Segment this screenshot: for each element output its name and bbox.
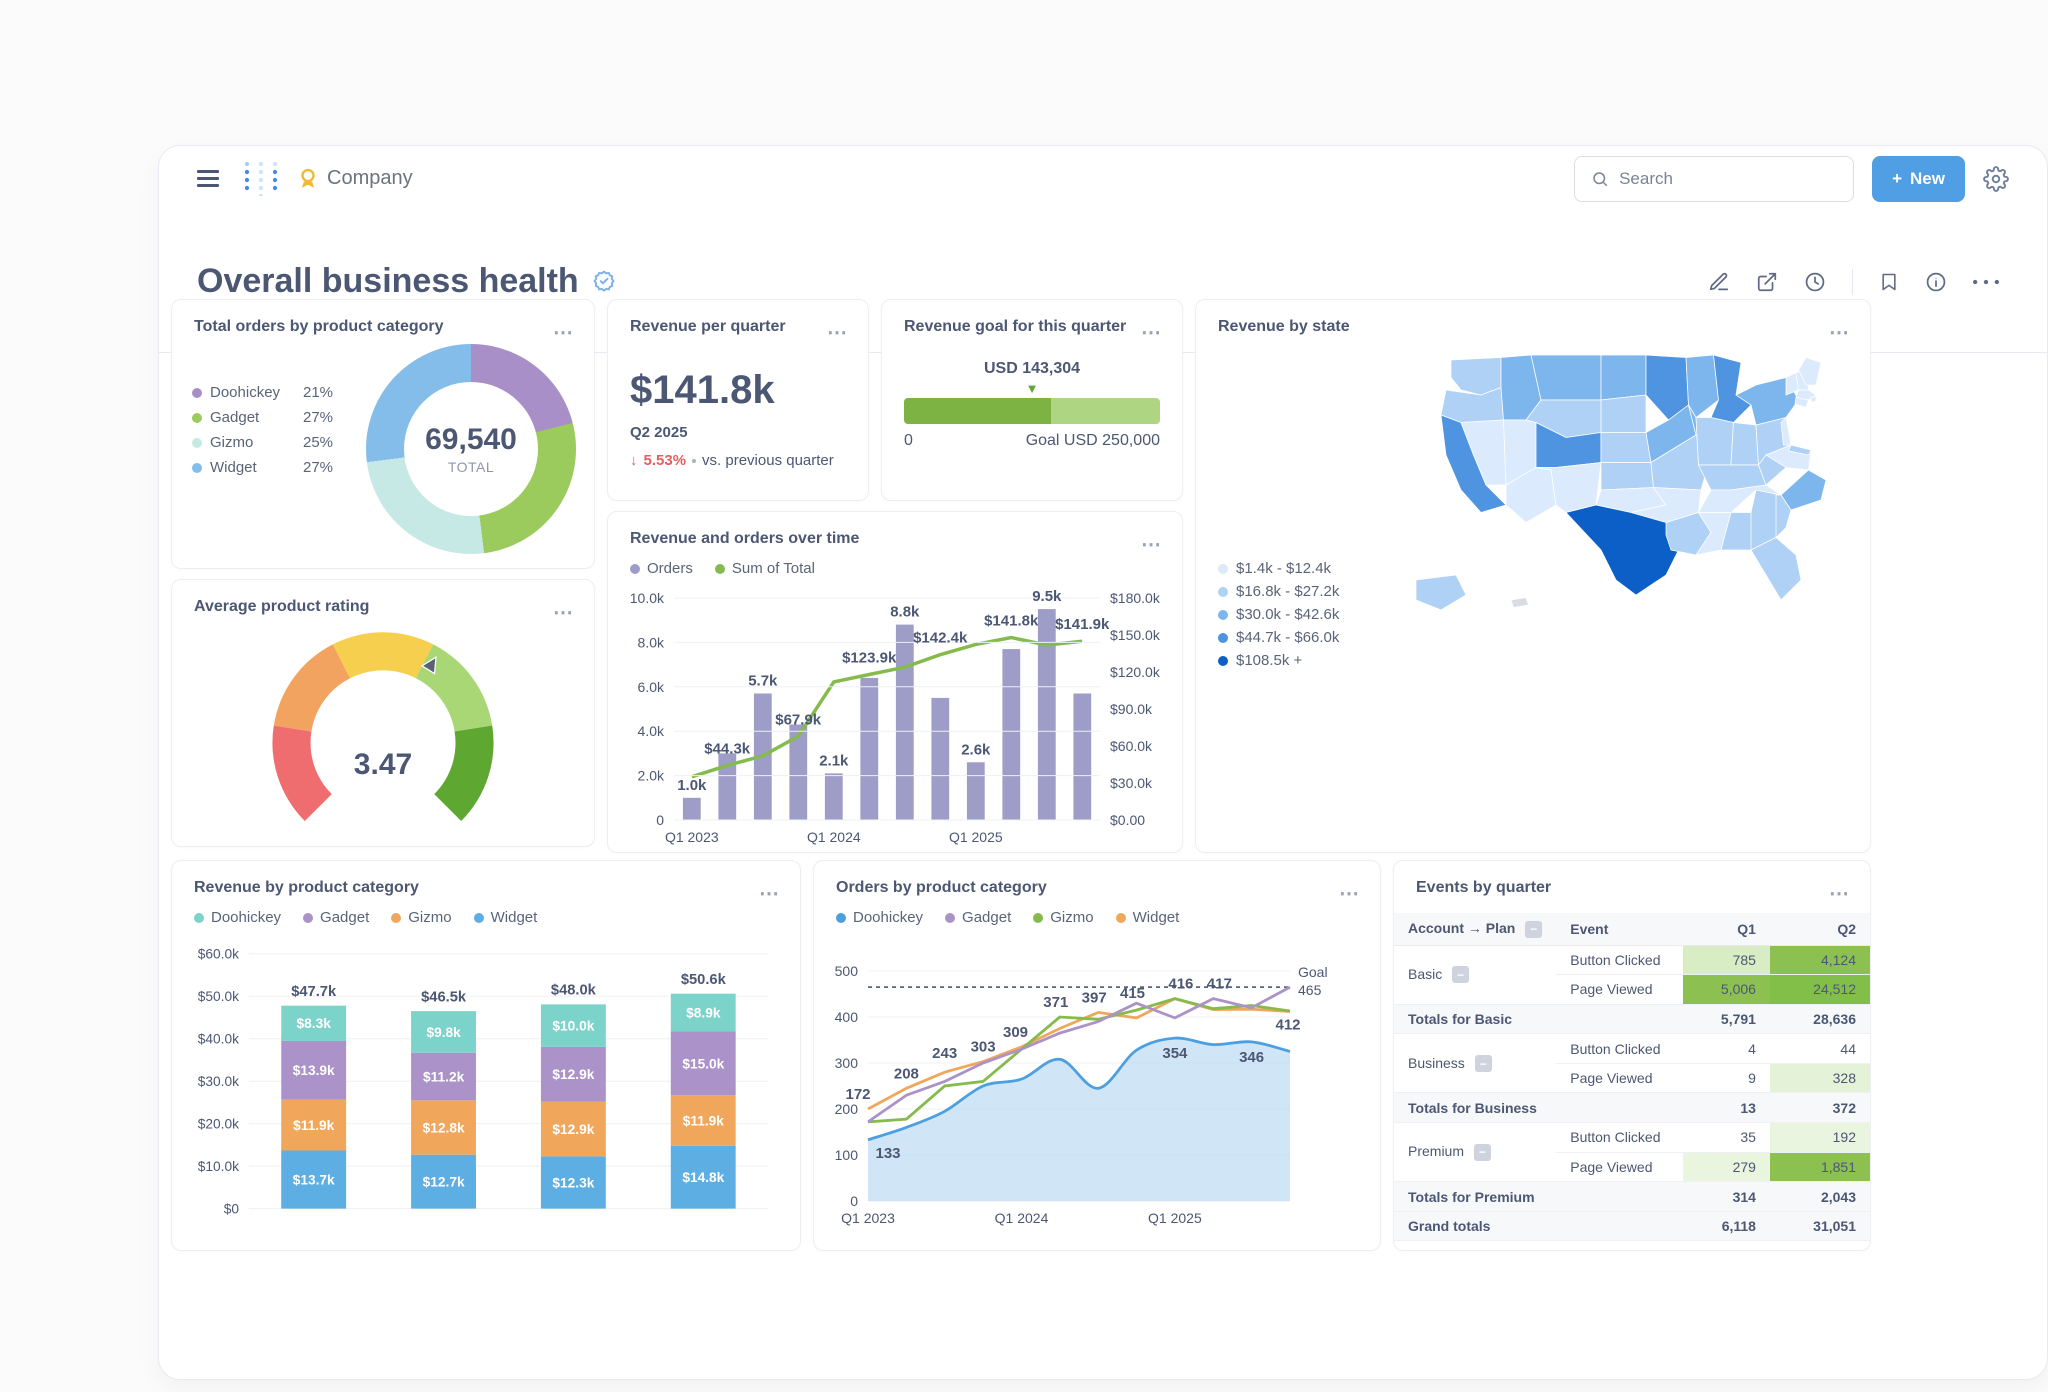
- svg-text:354: 354: [1162, 1045, 1188, 1062]
- svg-text:$150.0k: $150.0k: [1110, 627, 1161, 643]
- svg-text:8.0k: 8.0k: [638, 634, 665, 650]
- svg-text:$120.0k: $120.0k: [1110, 664, 1161, 680]
- svg-text:100: 100: [835, 1147, 859, 1163]
- svg-text:$13.7k: $13.7k: [293, 1172, 335, 1187]
- svg-text:$0: $0: [224, 1202, 240, 1217]
- svg-text:$20.0k: $20.0k: [198, 1117, 239, 1132]
- svg-text:Q1 2025: Q1 2025: [1148, 1210, 1202, 1226]
- svg-text:$48.0k: $48.0k: [551, 983, 597, 999]
- svg-text:$8.9k: $8.9k: [686, 1006, 721, 1021]
- svg-text:$40.0k: $40.0k: [198, 1032, 239, 1047]
- svg-text:$47.7k: $47.7k: [291, 984, 337, 1000]
- svg-text:10.0k: 10.0k: [630, 590, 665, 606]
- svg-text:Q1 2025: Q1 2025: [949, 829, 1003, 845]
- svg-text:5.7k: 5.7k: [748, 673, 778, 690]
- svg-text:8.8k: 8.8k: [890, 604, 920, 621]
- svg-text:$30.0k: $30.0k: [198, 1074, 239, 1089]
- svg-text:$67.9k: $67.9k: [775, 711, 822, 728]
- svg-text:2.6k: 2.6k: [961, 741, 991, 758]
- svg-text:$141.9k: $141.9k: [1055, 616, 1110, 633]
- svg-text:$60.0k: $60.0k: [198, 947, 239, 962]
- svg-text:243: 243: [932, 1045, 957, 1062]
- svg-text:$11.9k: $11.9k: [683, 1113, 725, 1128]
- svg-text:0: 0: [850, 1193, 858, 1209]
- svg-text:1.0k: 1.0k: [677, 777, 707, 794]
- svg-text:$12.9k: $12.9k: [552, 1067, 594, 1082]
- svg-text:$10.0k: $10.0k: [552, 1018, 594, 1033]
- svg-text:133: 133: [875, 1145, 900, 1162]
- svg-text:$142.4k: $142.4k: [913, 630, 968, 647]
- svg-text:$180.0k: $180.0k: [1110, 590, 1161, 606]
- svg-text:0: 0: [656, 812, 664, 828]
- svg-text:416: 416: [1168, 976, 1193, 993]
- svg-text:$15.0k: $15.0k: [682, 1056, 724, 1071]
- svg-text:6.0k: 6.0k: [638, 679, 665, 695]
- svg-text:400: 400: [835, 1009, 859, 1025]
- svg-text:$10.0k: $10.0k: [198, 1159, 239, 1174]
- svg-text:4.0k: 4.0k: [638, 723, 665, 739]
- svg-text:Q1 2023: Q1 2023: [841, 1210, 895, 1226]
- svg-text:303: 303: [971, 1039, 996, 1056]
- svg-text:$8.3k: $8.3k: [297, 1016, 332, 1031]
- svg-text:415: 415: [1120, 985, 1145, 1002]
- svg-text:$11.9k: $11.9k: [293, 1118, 335, 1133]
- svg-text:Q1 2024: Q1 2024: [807, 829, 861, 845]
- svg-text:$44.3k: $44.3k: [704, 740, 751, 757]
- svg-text:$90.0k: $90.0k: [1110, 701, 1153, 717]
- svg-text:500: 500: [835, 963, 859, 979]
- svg-text:$123.9k: $123.9k: [842, 650, 897, 667]
- svg-text:172: 172: [845, 1086, 870, 1103]
- svg-text:397: 397: [1082, 989, 1107, 1006]
- svg-text:$12.3k: $12.3k: [552, 1175, 594, 1190]
- svg-text:9.5k: 9.5k: [1032, 588, 1062, 605]
- svg-text:$12.8k: $12.8k: [423, 1120, 465, 1135]
- svg-text:200: 200: [835, 1101, 859, 1117]
- svg-text:$30.0k: $30.0k: [1110, 775, 1153, 791]
- svg-text:2.1k: 2.1k: [819, 752, 849, 769]
- svg-text:$60.0k: $60.0k: [1110, 738, 1153, 754]
- svg-text:$13.9k: $13.9k: [293, 1063, 335, 1078]
- svg-text:412: 412: [1275, 1017, 1300, 1034]
- svg-text:$0.00: $0.00: [1110, 812, 1145, 828]
- svg-text:$46.5k: $46.5k: [421, 989, 467, 1005]
- svg-text:Q1 2023: Q1 2023: [665, 829, 719, 845]
- svg-text:309: 309: [1003, 1024, 1028, 1041]
- svg-text:Q1 2024: Q1 2024: [995, 1210, 1049, 1226]
- svg-text:$141.8k: $141.8k: [984, 613, 1039, 630]
- svg-text:$9.8k: $9.8k: [426, 1025, 461, 1040]
- svg-text:417: 417: [1207, 976, 1232, 993]
- svg-text:$11.2k: $11.2k: [423, 1069, 465, 1084]
- svg-text:300: 300: [835, 1055, 859, 1071]
- svg-text:346: 346: [1239, 1049, 1264, 1066]
- svg-text:$12.9k: $12.9k: [552, 1122, 594, 1137]
- svg-text:$50.0k: $50.0k: [198, 989, 239, 1004]
- svg-text:Goal: Goal: [1298, 964, 1328, 980]
- svg-text:$12.7k: $12.7k: [423, 1175, 465, 1190]
- svg-text:$50.6k: $50.6k: [681, 972, 727, 988]
- svg-text:$14.8k: $14.8k: [682, 1170, 724, 1185]
- svg-text:371: 371: [1043, 994, 1068, 1011]
- svg-text:208: 208: [894, 1065, 919, 1082]
- svg-text:2.0k: 2.0k: [638, 768, 665, 784]
- svg-text:465: 465: [1298, 982, 1322, 998]
